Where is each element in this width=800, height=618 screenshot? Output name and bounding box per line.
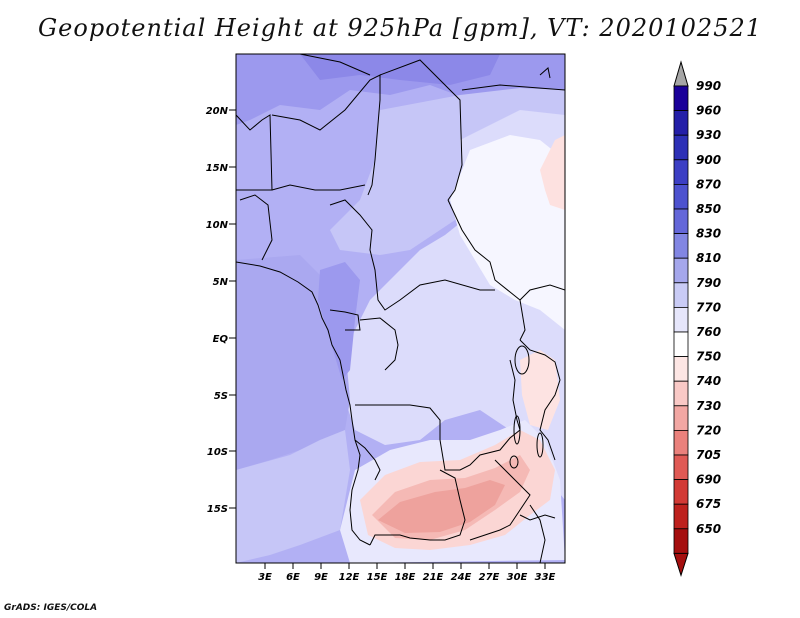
colorbar-swatch: [673, 134, 689, 161]
lat-label: 5N: [213, 277, 229, 288]
lon-label: 9E: [314, 572, 328, 583]
colorbar-label: 850: [696, 202, 721, 216]
colorbar-swatch: [673, 306, 689, 333]
colorbar-swatch: [673, 380, 689, 407]
colorbar-label: 930: [696, 128, 721, 142]
colorbar-label: 740: [696, 374, 721, 388]
colorbar-label: 690: [696, 473, 721, 487]
longitude-axis: 3E 6E 9E 12E 15E 18E 21E 24E 27E 30E 33E: [258, 563, 556, 583]
height-field: [236, 54, 565, 563]
colorbar-swatch: [673, 454, 689, 481]
latitude-axis: 20N 15N 10N 5N EQ 5S 10S 15S: [206, 106, 236, 515]
lon-label: 12E: [339, 572, 360, 583]
lon-label: 21E: [423, 572, 444, 583]
colorbar-label: 730: [696, 399, 721, 413]
field-830-coast: [318, 262, 360, 380]
lakes: [509, 67, 551, 469]
lake-malawi: [536, 432, 544, 458]
colorbar-label: 900: [696, 153, 721, 167]
chart-title: Geopotential Height at 925hPa [gpm], VT:…: [38, 14, 762, 42]
colorbar-swatch: [673, 159, 689, 185]
lat-label: 15N: [206, 163, 229, 174]
colorbar-label: 990: [696, 79, 721, 93]
lon-label: 30E: [507, 572, 528, 583]
colorbar-label: 750: [696, 350, 721, 364]
colorbar-label: 790: [696, 276, 721, 290]
colorbar-swatch: [673, 331, 689, 358]
lat-label: 15S: [207, 504, 228, 515]
colorbar: 990 960 930 900 870 850 830 810 790 770 760 750 740 7…: [673, 60, 721, 578]
colorbar-swatch: [673, 405, 689, 431]
colorbar-label: 960: [696, 104, 721, 118]
colorbar-swatch: [673, 233, 689, 259]
field-730-south: [378, 480, 505, 533]
colorbar-label: 650: [696, 522, 721, 536]
lon-label: 3E: [258, 572, 272, 583]
country-borders: [236, 54, 565, 563]
lon-label: 24E: [451, 572, 472, 583]
lat-label: 20N: [206, 106, 229, 117]
colorbar-swatch: [673, 110, 689, 136]
colorbar-swatch: [673, 85, 689, 112]
colorbar-label: 770: [696, 300, 721, 314]
colorbar-swatch: [673, 503, 689, 530]
west-coastline: [236, 261, 371, 546]
colorbar-swatch: [673, 282, 689, 308]
field-850-north: [300, 54, 500, 85]
colorbar-label: 830: [696, 227, 721, 241]
colorbar-swatch: [673, 429, 689, 456]
lon-label: 18E: [395, 572, 416, 583]
field-750-lakes: [520, 350, 560, 430]
lake-tanganyika: [513, 415, 521, 445]
colorbar-label: 870: [696, 177, 721, 191]
field-790-southwest: [236, 430, 350, 563]
colorbar-swatch: [673, 208, 689, 235]
colorbar-swatch: [673, 356, 689, 382]
colorbar-swatch: [673, 257, 689, 284]
field-750-east: [540, 135, 565, 210]
colorbar-label: 675: [696, 497, 721, 511]
colorbar-swatch: [673, 183, 689, 210]
colorbar-bottom-arrow: [673, 552, 689, 578]
lon-label: 15E: [367, 572, 388, 583]
colorbar-swatch: [673, 479, 689, 505]
lat-label: 10S: [207, 447, 228, 458]
lake-victoria: [514, 345, 530, 375]
lat-label: 10N: [206, 220, 229, 231]
lon-label: 27E: [479, 572, 500, 583]
lake-mweru: [509, 455, 519, 469]
colorbar-label: 705: [696, 448, 721, 462]
colorbar-label: 720: [696, 423, 721, 437]
lon-label: 33E: [535, 572, 556, 583]
grads-credit: GrADS: IGES/COLA: [4, 603, 98, 613]
colorbar-label: 810: [696, 251, 721, 265]
colorbar-top-arrow: [673, 60, 689, 87]
lat-label: EQ: [213, 334, 229, 345]
lon-label: 6E: [286, 572, 300, 583]
field-760-northeast: [450, 135, 565, 330]
lat-label: 5S: [214, 391, 228, 402]
colorbar-swatch: [673, 528, 689, 554]
colorbar-label: 760: [696, 325, 721, 339]
map-frame: [235, 53, 566, 564]
